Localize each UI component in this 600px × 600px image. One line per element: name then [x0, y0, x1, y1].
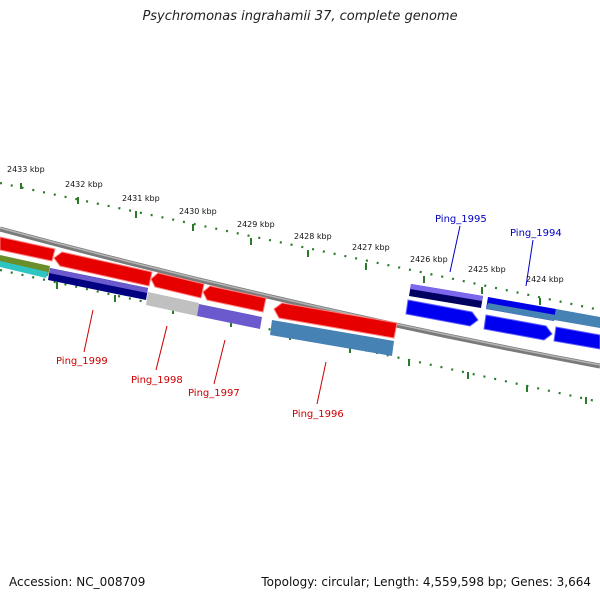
- reverse-feature-track: [48, 268, 394, 356]
- gene-label[interactable]: Ping_1999: [56, 356, 108, 367]
- tick-label: 2432 kbp: [65, 180, 103, 189]
- cds-arrow[interactable]: [53, 251, 153, 287]
- gene-label[interactable]: Ping_1998: [131, 375, 183, 386]
- forward-cds-track: [405, 299, 600, 350]
- gene-label[interactable]: Ping_1994: [510, 228, 562, 239]
- reverse-cds-track: [0, 236, 398, 339]
- cds-arrow[interactable]: [483, 314, 553, 341]
- feature-block[interactable]: [486, 303, 556, 321]
- gene-label[interactable]: Ping_1997: [188, 388, 240, 399]
- cds-arrow[interactable]: [0, 236, 56, 262]
- cds-arrow[interactable]: [553, 326, 600, 350]
- cds-arrow[interactable]: [273, 302, 398, 339]
- label-leaders: [83, 225, 534, 405]
- cds-arrow[interactable]: [405, 299, 479, 327]
- outer-tick-track: [0, 181, 600, 312]
- tick-label: 2433 kbp: [7, 165, 45, 174]
- feature-block[interactable]: [410, 284, 483, 301]
- feature-block[interactable]: [554, 309, 600, 328]
- gene-label[interactable]: Ping_1996: [292, 409, 344, 420]
- genome-summary: Topology: circular; Length: 4,559,598 bp…: [261, 575, 591, 589]
- tick-label: 2428 kbp: [294, 232, 332, 241]
- accession-text: Accession: NC_008709: [9, 575, 146, 589]
- tick-label: 2430 kbp: [179, 207, 217, 216]
- feature-block[interactable]: [197, 304, 262, 329]
- tick-label: 2431 kbp: [122, 194, 160, 203]
- forward-feature-track: [409, 284, 600, 328]
- map-title: Psychromonas ingrahamii 37, complete gen…: [142, 9, 458, 24]
- major-ticks: 2433 kbp 2432 kbp 2431 kbp 2430 kbp 2429…: [7, 165, 564, 305]
- partial-features: [0, 255, 50, 278]
- tick-label: 2427 kbp: [352, 243, 390, 252]
- tick-label: 2424 kbp: [526, 275, 564, 284]
- feature-block[interactable]: [146, 292, 199, 316]
- cds-arrow[interactable]: [150, 272, 205, 299]
- tick-label: 2425 kbp: [468, 265, 506, 274]
- tick-label: 2426 kbp: [410, 255, 448, 264]
- gene-labels: Ping_1999 Ping_1998 Ping_1997 Ping_1996 …: [56, 214, 562, 420]
- gene-label[interactable]: Ping_1995: [435, 214, 487, 225]
- genome-backbone: [0, 226, 600, 369]
- feature-block[interactable]: [49, 268, 148, 293]
- cds-arrow[interactable]: [202, 285, 267, 313]
- feature-block[interactable]: [270, 320, 394, 356]
- tick-label: 2429 kbp: [237, 220, 275, 229]
